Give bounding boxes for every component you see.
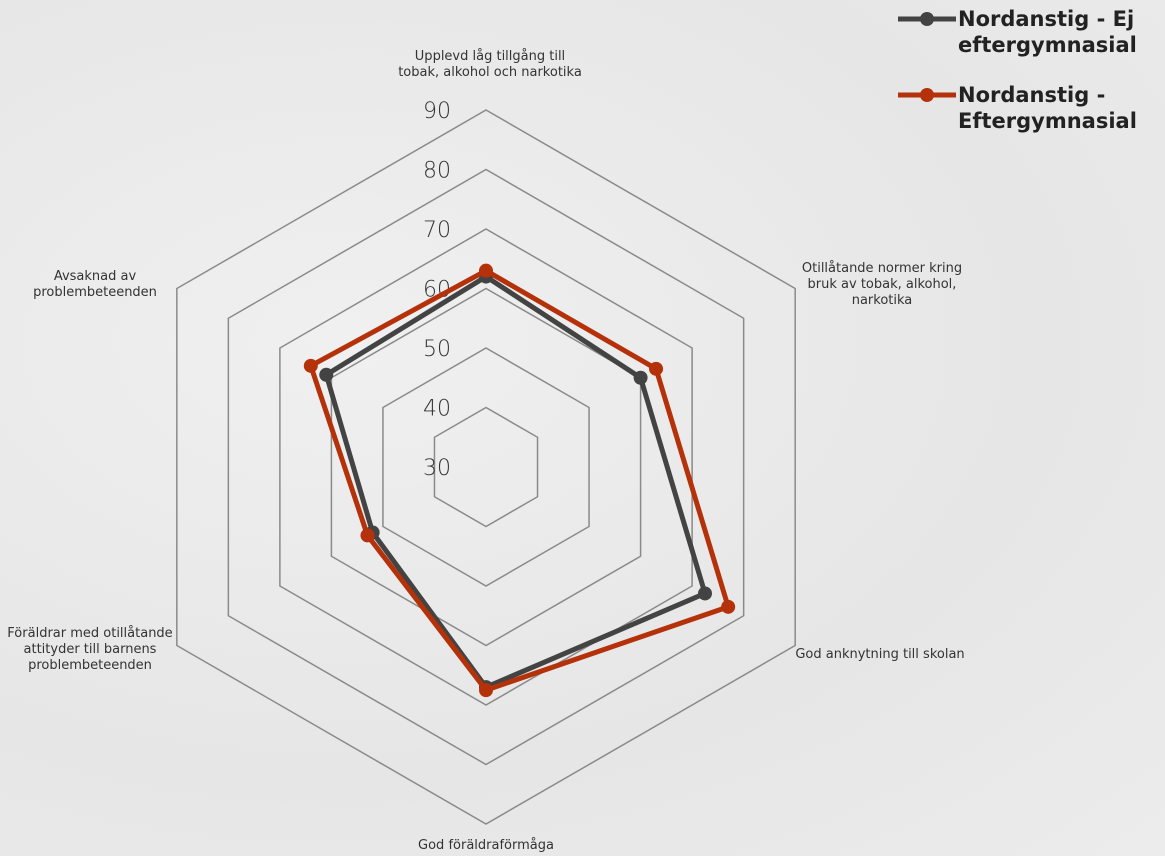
legend-item: Nordanstig - Ej eftergymnasial [896,6,1165,58]
legend-swatch [898,12,956,26]
grid-ring [433,406,539,528]
legend-marker [920,12,934,26]
data-point [360,528,375,543]
category-label: God föräldraförmåga [418,838,554,853]
legend-label: Nordanstig - Eftergymnasial [958,83,1137,133]
legend-item: Nordanstig - Eftergymnasial [896,82,1165,134]
data-point [479,263,493,278]
category-label: Upplevd låg tillgång till tobak, alkohol… [398,49,582,80]
series-line [308,268,731,693]
category-label: Föräldrar med otillåtande attityder till… [7,626,173,673]
legend-label: Nordanstig - Ej eftergymnasial [958,7,1137,57]
grid-ring [176,109,796,825]
r-tick-label: 40 [423,397,451,422]
grid-ring [227,168,745,766]
r-tick-label: 80 [423,159,451,184]
grid-ring [279,228,693,706]
data-point [479,683,493,698]
grid-ring [382,347,590,587]
data-point [697,586,712,601]
data-point [303,358,318,373]
category-label: God anknytning till skolan [795,647,965,662]
data-point [633,370,648,385]
r-tick-label: 90 [423,99,451,124]
legend-marker [920,88,934,102]
r-tick-label: 50 [423,337,451,362]
category-label: Otillåtande normer kring bruk av tobak, … [801,261,963,308]
legend-swatch [898,88,956,102]
data-point [721,599,736,614]
data-point [319,367,334,382]
data-point [649,361,664,376]
category-label: Avsaknad av problembeteenden [33,269,157,300]
r-tick-label: 70 [423,218,451,243]
r-tick-label: 30 [423,456,451,481]
